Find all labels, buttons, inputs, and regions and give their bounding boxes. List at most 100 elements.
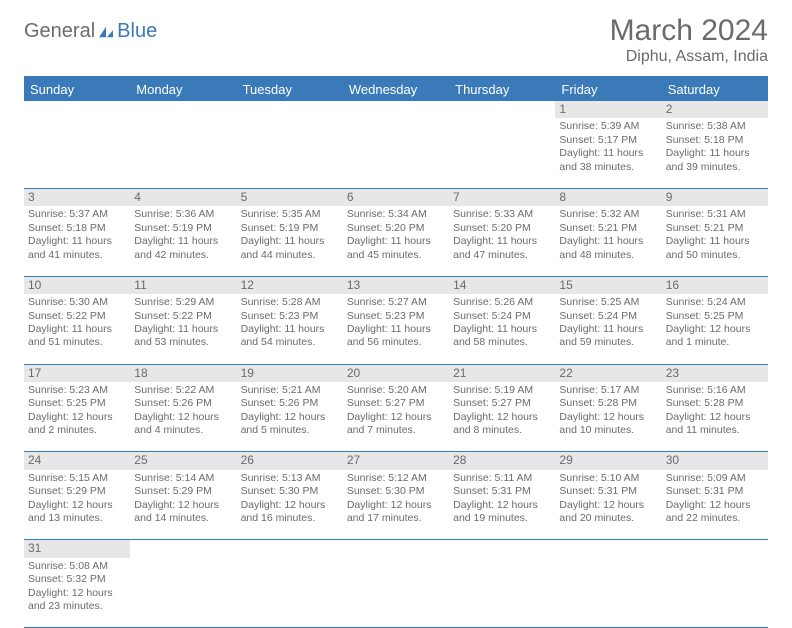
- day-number-cell: 17: [24, 364, 130, 382]
- daynum-row: 3456789: [24, 188, 768, 206]
- day-number-cell: 1: [555, 101, 661, 118]
- daylight-text: Daylight: 12 hours: [28, 499, 126, 512]
- day-cell: Sunrise: 5:09 AMSunset: 5:31 PMDaylight:…: [662, 470, 768, 540]
- sunset-text: Sunset: 5:20 PM: [347, 222, 445, 235]
- location-label: Diphu, Assam, India: [610, 48, 768, 66]
- day-cell: [237, 118, 343, 188]
- sunrise-text: Sunrise: 5:29 AM: [134, 296, 232, 309]
- daylight-text: and 19 minutes.: [453, 512, 551, 525]
- day-cell: Sunrise: 5:33 AMSunset: 5:20 PMDaylight:…: [449, 206, 555, 276]
- day-cell: Sunrise: 5:34 AMSunset: 5:20 PMDaylight:…: [343, 206, 449, 276]
- day-cell: Sunrise: 5:17 AMSunset: 5:28 PMDaylight:…: [555, 382, 661, 452]
- sunset-text: Sunset: 5:23 PM: [241, 310, 339, 323]
- sunrise-text: Sunrise: 5:34 AM: [347, 208, 445, 221]
- day-cell: Sunrise: 5:29 AMSunset: 5:22 PMDaylight:…: [130, 294, 236, 364]
- daylight-text: and 7 minutes.: [347, 424, 445, 437]
- day-number-cell: 5: [237, 188, 343, 206]
- day-cell: Sunrise: 5:37 AMSunset: 5:18 PMDaylight:…: [24, 206, 130, 276]
- day-number-cell: [343, 101, 449, 118]
- calendar-body: 12Sunrise: 5:39 AMSunset: 5:17 PMDayligh…: [24, 101, 768, 628]
- daylight-text: Daylight: 11 hours: [666, 147, 764, 160]
- day-cell: Sunrise: 5:10 AMSunset: 5:31 PMDaylight:…: [555, 470, 661, 540]
- sunset-text: Sunset: 5:26 PM: [241, 397, 339, 410]
- day-cell: Sunrise: 5:13 AMSunset: 5:30 PMDaylight:…: [237, 470, 343, 540]
- day-number-cell: 27: [343, 452, 449, 470]
- sunset-text: Sunset: 5:26 PM: [134, 397, 232, 410]
- daylight-text: Daylight: 12 hours: [559, 499, 657, 512]
- daylight-text: and 4 minutes.: [134, 424, 232, 437]
- day-number-cell: 13: [343, 276, 449, 294]
- daylight-text: and 17 minutes.: [347, 512, 445, 525]
- sunset-text: Sunset: 5:31 PM: [453, 485, 551, 498]
- sunset-text: Sunset: 5:20 PM: [453, 222, 551, 235]
- sunrise-text: Sunrise: 5:21 AM: [241, 384, 339, 397]
- sunrise-text: Sunrise: 5:14 AM: [134, 472, 232, 485]
- day-cell: Sunrise: 5:39 AMSunset: 5:17 PMDaylight:…: [555, 118, 661, 188]
- daylight-text: Daylight: 12 hours: [453, 499, 551, 512]
- sunrise-text: Sunrise: 5:24 AM: [666, 296, 764, 309]
- daylight-text: Daylight: 11 hours: [241, 235, 339, 248]
- sunset-text: Sunset: 5:25 PM: [28, 397, 126, 410]
- sail-icon: [97, 25, 115, 39]
- sunrise-text: Sunrise: 5:30 AM: [28, 296, 126, 309]
- daylight-text: and 38 minutes.: [559, 161, 657, 174]
- daylight-text: Daylight: 12 hours: [559, 411, 657, 424]
- day-header: Tuesday: [237, 77, 343, 101]
- day-number-cell: [237, 101, 343, 118]
- week-row: Sunrise: 5:08 AMSunset: 5:32 PMDaylight:…: [24, 558, 768, 628]
- daylight-text: and 22 minutes.: [666, 512, 764, 525]
- sunrise-text: Sunrise: 5:33 AM: [453, 208, 551, 221]
- sunrise-text: Sunrise: 5:20 AM: [347, 384, 445, 397]
- daylight-text: Daylight: 11 hours: [347, 235, 445, 248]
- header: General Blue March 2024 Diphu, Assam, In…: [24, 14, 768, 66]
- day-number-cell: 4: [130, 188, 236, 206]
- day-number-cell: 7: [449, 188, 555, 206]
- week-row: Sunrise: 5:39 AMSunset: 5:17 PMDaylight:…: [24, 118, 768, 188]
- daylight-text: Daylight: 11 hours: [453, 235, 551, 248]
- day-header: Friday: [555, 77, 661, 101]
- day-number-cell: 24: [24, 452, 130, 470]
- sunset-text: Sunset: 5:28 PM: [666, 397, 764, 410]
- sunset-text: Sunset: 5:24 PM: [453, 310, 551, 323]
- sunset-text: Sunset: 5:28 PM: [559, 397, 657, 410]
- day-number-cell: 31: [24, 540, 130, 558]
- day-number-cell: [662, 540, 768, 558]
- week-row: Sunrise: 5:23 AMSunset: 5:25 PMDaylight:…: [24, 382, 768, 452]
- daylight-text: Daylight: 12 hours: [28, 587, 126, 600]
- day-cell: Sunrise: 5:30 AMSunset: 5:22 PMDaylight:…: [24, 294, 130, 364]
- sunset-text: Sunset: 5:30 PM: [241, 485, 339, 498]
- day-cell: Sunrise: 5:32 AMSunset: 5:21 PMDaylight:…: [555, 206, 661, 276]
- day-number-cell: 3: [24, 188, 130, 206]
- sunset-text: Sunset: 5:27 PM: [453, 397, 551, 410]
- daylight-text: Daylight: 12 hours: [347, 499, 445, 512]
- daylight-text: and 20 minutes.: [559, 512, 657, 525]
- day-cell: Sunrise: 5:16 AMSunset: 5:28 PMDaylight:…: [662, 382, 768, 452]
- daylight-text: Daylight: 12 hours: [453, 411, 551, 424]
- day-cell: [662, 558, 768, 628]
- logo-text-blue: Blue: [117, 20, 157, 43]
- daylight-text: Daylight: 11 hours: [453, 323, 551, 336]
- day-number-cell: [237, 540, 343, 558]
- sunset-text: Sunset: 5:21 PM: [666, 222, 764, 235]
- day-number-cell: 9: [662, 188, 768, 206]
- sunset-text: Sunset: 5:21 PM: [559, 222, 657, 235]
- daynum-row: 12: [24, 101, 768, 118]
- sunrise-text: Sunrise: 5:26 AM: [453, 296, 551, 309]
- day-cell: [555, 558, 661, 628]
- daylight-text: and 54 minutes.: [241, 336, 339, 349]
- day-cell: Sunrise: 5:21 AMSunset: 5:26 PMDaylight:…: [237, 382, 343, 452]
- day-number-cell: 8: [555, 188, 661, 206]
- sunrise-text: Sunrise: 5:37 AM: [28, 208, 126, 221]
- day-number-cell: 29: [555, 452, 661, 470]
- day-cell: Sunrise: 5:20 AMSunset: 5:27 PMDaylight:…: [343, 382, 449, 452]
- calendar-header-row: SundayMondayTuesdayWednesdayThursdayFrid…: [24, 77, 768, 101]
- day-number-cell: [343, 540, 449, 558]
- sunrise-text: Sunrise: 5:15 AM: [28, 472, 126, 485]
- daylight-text: Daylight: 12 hours: [134, 411, 232, 424]
- daylight-text: and 5 minutes.: [241, 424, 339, 437]
- day-number-cell: 25: [130, 452, 236, 470]
- week-row: Sunrise: 5:15 AMSunset: 5:29 PMDaylight:…: [24, 470, 768, 540]
- day-number-cell: 21: [449, 364, 555, 382]
- daylight-text: and 53 minutes.: [134, 336, 232, 349]
- day-cell: Sunrise: 5:26 AMSunset: 5:24 PMDaylight:…: [449, 294, 555, 364]
